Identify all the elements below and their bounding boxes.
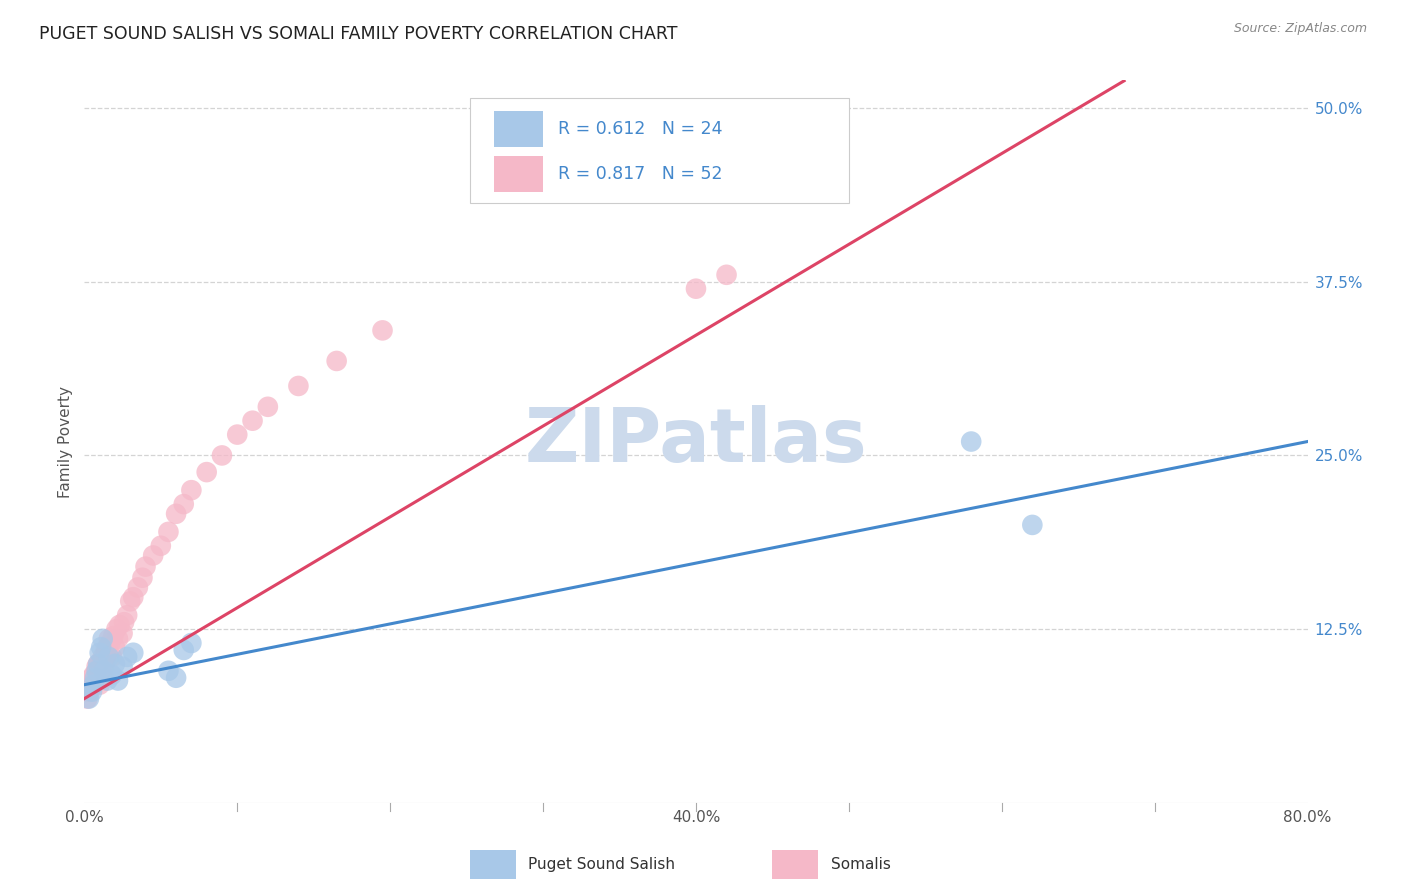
- Point: [94, 649, 117, 664]
- Point: [371, 323, 394, 337]
- Point: [257, 400, 280, 414]
- Y-axis label: Family Poverty: Family Poverty: [58, 385, 73, 498]
- Point: [104, 640, 127, 655]
- Point: [149, 539, 172, 553]
- Point: [115, 608, 138, 623]
- Point: [127, 581, 149, 595]
- Point: [180, 636, 202, 650]
- Text: R = 0.612   N = 24: R = 0.612 N = 24: [558, 120, 723, 137]
- Point: [157, 524, 180, 539]
- Point: [86, 659, 108, 673]
- Point: [105, 622, 128, 636]
- Point: [89, 646, 111, 660]
- Point: [111, 626, 134, 640]
- Point: [115, 649, 138, 664]
- Text: PUGET SOUND SALISH VS SOMALI FAMILY POVERTY CORRELATION CHART: PUGET SOUND SALISH VS SOMALI FAMILY POVE…: [39, 25, 678, 43]
- Point: [101, 649, 124, 664]
- Point: [97, 632, 120, 646]
- Text: ZIPatlas: ZIPatlas: [524, 405, 868, 478]
- Point: [108, 618, 131, 632]
- Point: [165, 671, 187, 685]
- Point: [960, 434, 983, 449]
- FancyBboxPatch shape: [470, 98, 849, 203]
- Point: [325, 354, 347, 368]
- Point: [83, 678, 105, 692]
- Point: [1021, 517, 1043, 532]
- Point: [87, 657, 110, 671]
- Point: [111, 659, 134, 673]
- Text: Somalis: Somalis: [831, 856, 890, 871]
- Point: [120, 594, 142, 608]
- Point: [94, 643, 117, 657]
- Point: [86, 664, 108, 678]
- Point: [104, 657, 127, 671]
- Point: [96, 646, 118, 660]
- Text: R = 0.817   N = 52: R = 0.817 N = 52: [558, 165, 723, 183]
- Point: [80, 678, 103, 692]
- Bar: [494, 111, 543, 147]
- Point: [157, 664, 180, 678]
- Point: [97, 649, 120, 664]
- Point: [86, 664, 108, 678]
- Point: [165, 507, 187, 521]
- Point: [142, 549, 165, 563]
- Point: [131, 571, 153, 585]
- Point: [98, 636, 121, 650]
- Point: [83, 668, 105, 682]
- Bar: [494, 156, 543, 193]
- Point: [103, 629, 125, 643]
- Text: Source: ZipAtlas.com: Source: ZipAtlas.com: [1233, 22, 1367, 36]
- Point: [242, 414, 264, 428]
- Point: [122, 590, 145, 604]
- Point: [96, 673, 118, 688]
- Bar: [772, 850, 818, 879]
- Point: [89, 664, 111, 678]
- Point: [80, 671, 103, 685]
- Point: [90, 640, 112, 655]
- Point: [84, 673, 107, 688]
- Point: [685, 282, 707, 296]
- Text: Puget Sound Salish: Puget Sound Salish: [529, 856, 675, 871]
- Point: [211, 449, 233, 463]
- Point: [112, 615, 135, 630]
- Point: [122, 646, 145, 660]
- Bar: [470, 850, 516, 879]
- Point: [107, 673, 129, 688]
- Point: [226, 427, 249, 442]
- Point: [84, 671, 107, 685]
- Point: [135, 559, 157, 574]
- Point: [93, 659, 115, 673]
- Point: [173, 497, 195, 511]
- Point: [107, 632, 129, 646]
- Point: [89, 678, 111, 692]
- Point: [91, 632, 114, 646]
- Point: [79, 681, 101, 696]
- Point: [80, 684, 103, 698]
- Point: [90, 657, 112, 671]
- Point: [91, 649, 114, 664]
- Point: [93, 664, 115, 678]
- Point: [77, 684, 100, 698]
- Point: [180, 483, 202, 498]
- Point: [91, 668, 114, 682]
- Point: [76, 691, 98, 706]
- Point: [716, 268, 738, 282]
- Point: [101, 668, 124, 682]
- Point: [195, 465, 218, 479]
- Point: [77, 691, 100, 706]
- Point: [287, 379, 309, 393]
- Point: [87, 657, 110, 671]
- Point: [96, 640, 118, 655]
- Point: [173, 643, 195, 657]
